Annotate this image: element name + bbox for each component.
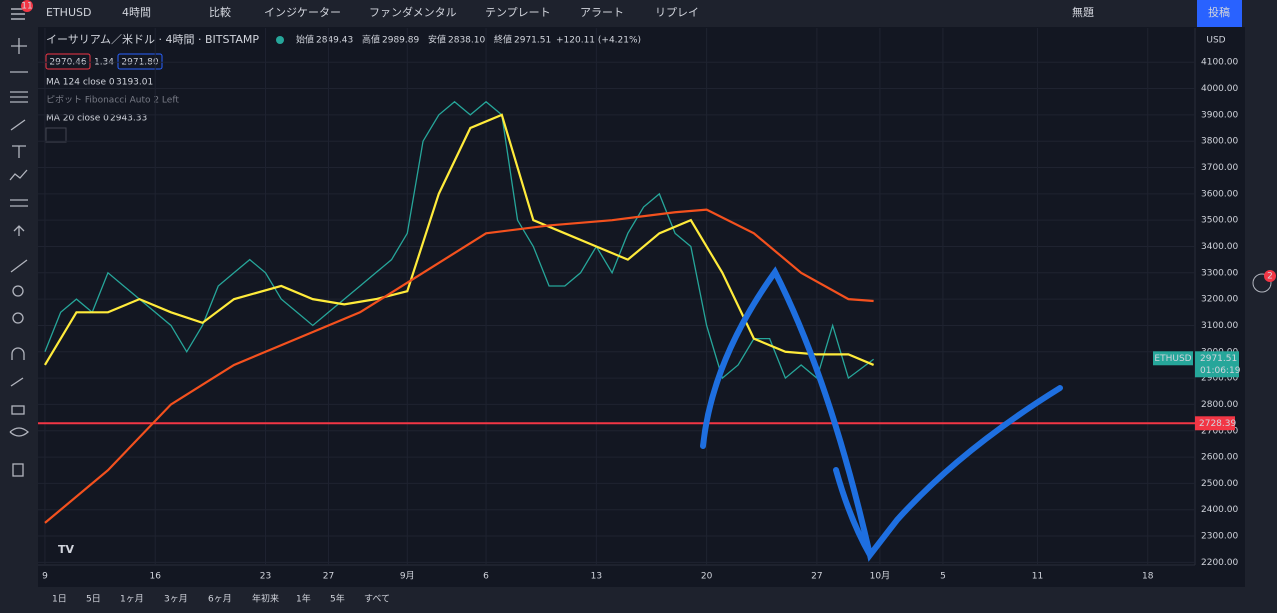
y-tick-label: 2700.00 bbox=[1201, 426, 1238, 436]
y-tick-label: 4000.00 bbox=[1201, 84, 1238, 94]
change: +120.11 (+4.21%) bbox=[556, 36, 641, 46]
drawing-tools[interactable] bbox=[9, 38, 29, 477]
x-tick-label: 5 bbox=[940, 572, 946, 582]
ohlc-label: 安値 bbox=[428, 34, 446, 46]
x-tick-label: 6 bbox=[483, 572, 489, 582]
range-button[interactable]: 6ヶ月 bbox=[208, 594, 232, 605]
y-tick-label: 3300.00 bbox=[1201, 268, 1238, 278]
symbol-tag bbox=[1153, 351, 1193, 366]
x-tick-label: 11 bbox=[1032, 572, 1043, 582]
x-tick-label: 27 bbox=[323, 572, 334, 582]
range-button[interactable]: 1年 bbox=[296, 593, 311, 605]
ohlc-label: 終値 bbox=[494, 34, 512, 46]
y-tick-label: 2300.00 bbox=[1201, 532, 1238, 542]
market-status bbox=[276, 36, 284, 44]
y-tick-label: 3200.00 bbox=[1201, 295, 1238, 305]
x-tick-label: 16 bbox=[149, 572, 161, 582]
top-toolbar bbox=[0, 0, 1277, 27]
y-tick-label: 4100.00 bbox=[1201, 58, 1238, 68]
layout-name[interactable]: 無題 bbox=[1072, 5, 1094, 19]
compare[interactable]: 比較 bbox=[209, 5, 231, 19]
x-tick-label: 18 bbox=[1142, 572, 1154, 582]
study-name: MA 124 close 0 bbox=[46, 78, 115, 88]
ohlc-label: 高値 bbox=[362, 34, 380, 46]
badge-count: 2 bbox=[1267, 272, 1273, 282]
y-tick-label: 3600.00 bbox=[1201, 189, 1238, 199]
series-line bbox=[44, 208, 874, 524]
x-tick-label: 27 bbox=[811, 572, 822, 582]
fundamentals[interactable]: ファンダメンタル bbox=[369, 5, 457, 19]
badge-count: 11 bbox=[21, 2, 32, 12]
symbol-tag-label: ETHUSD bbox=[1154, 354, 1191, 364]
indicators[interactable]: インジケーター bbox=[264, 6, 341, 19]
price-tag bbox=[1195, 351, 1239, 378]
series-line bbox=[44, 100, 874, 380]
replay[interactable]: リプレイ bbox=[655, 6, 699, 19]
study-value: 3193.01 bbox=[116, 78, 153, 88]
price-line-label: 2728.39 bbox=[1199, 419, 1236, 429]
y-tick-label: 2400.00 bbox=[1201, 505, 1238, 515]
alerts[interactable]: アラート bbox=[580, 6, 624, 19]
price-tag-value: 2971.51 bbox=[1200, 354, 1237, 364]
symbol[interactable]: ETHUSD bbox=[46, 6, 91, 19]
y-tick-label: 2200.00 bbox=[1201, 558, 1238, 568]
ohlc-value: 2989.89 bbox=[382, 36, 419, 46]
ohlc-value: 2971.51 bbox=[514, 36, 551, 46]
chat-icon[interactable] bbox=[1252, 273, 1272, 293]
badge bbox=[1264, 270, 1276, 282]
bid-box bbox=[45, 53, 91, 70]
legend-title: イーサリアム／米ドル · 4時間 · BITSTAMP bbox=[46, 33, 259, 46]
y-tick-label: 2500.00 bbox=[1201, 479, 1238, 489]
badge bbox=[21, 0, 33, 12]
publish-label[interactable]: 投稿 bbox=[1208, 5, 1230, 19]
range-button[interactable]: 5年 bbox=[330, 593, 345, 605]
templates[interactable]: テンプレート bbox=[485, 6, 551, 19]
study-value: 2943.33 bbox=[110, 114, 147, 124]
hand-drawing bbox=[700, 266, 1063, 562]
x-tick-label: 10月 bbox=[870, 571, 890, 582]
tv-logo: TV bbox=[58, 543, 75, 556]
range-button[interactable]: 年初来 bbox=[252, 593, 279, 605]
bottom-bar bbox=[0, 587, 1245, 613]
y-tick-label: 2900.00 bbox=[1201, 374, 1238, 384]
publish-button[interactable] bbox=[1197, 0, 1242, 27]
y-tick-label: 3900.00 bbox=[1201, 110, 1238, 120]
ohlc-value: 2849.43 bbox=[316, 36, 353, 46]
study-name: ピボット Fibonacci Auto 2 Left bbox=[46, 95, 179, 106]
x-tick-label: 9月 bbox=[400, 571, 415, 582]
y-tick-label: 2800.00 bbox=[1201, 400, 1238, 410]
y-tick-label: 3100.00 bbox=[1201, 321, 1238, 331]
y-tick-label: 2600.00 bbox=[1201, 453, 1238, 463]
currency[interactable]: USD bbox=[1206, 36, 1225, 46]
collapse-button[interactable] bbox=[45, 127, 67, 143]
ohlc-value: 2838.10 bbox=[448, 36, 485, 46]
interval[interactable]: 4時間 bbox=[122, 6, 151, 19]
y-tick-label: 3700.00 bbox=[1201, 163, 1238, 173]
x-tick-label: 20 bbox=[701, 572, 713, 582]
x-tick-label: 9 bbox=[42, 572, 48, 582]
ohlc-label: 始値 bbox=[296, 34, 314, 46]
price-line-tag bbox=[1195, 416, 1235, 431]
price-tag-countdown: 01:06:19 bbox=[1200, 366, 1241, 376]
left-toolbar bbox=[0, 27, 38, 613]
range-button[interactable]: すべて bbox=[364, 594, 390, 605]
y-tick-label: 3500.00 bbox=[1201, 216, 1238, 226]
range-button[interactable]: 3ヶ月 bbox=[164, 594, 188, 605]
range-button[interactable]: 5日 bbox=[86, 594, 101, 605]
x-tick-label: 23 bbox=[260, 572, 271, 582]
x-tick-label: 13 bbox=[591, 572, 602, 582]
study-name: MA 20 close 0 bbox=[46, 114, 109, 124]
ask-box bbox=[117, 53, 163, 70]
y-tick-label: 3800.00 bbox=[1201, 137, 1238, 147]
range-button[interactable]: 1日 bbox=[52, 594, 67, 605]
range-button[interactable]: 1ヶ月 bbox=[120, 594, 144, 605]
y-tick-label: 3400.00 bbox=[1201, 242, 1238, 252]
right-sidebar bbox=[1245, 0, 1277, 613]
